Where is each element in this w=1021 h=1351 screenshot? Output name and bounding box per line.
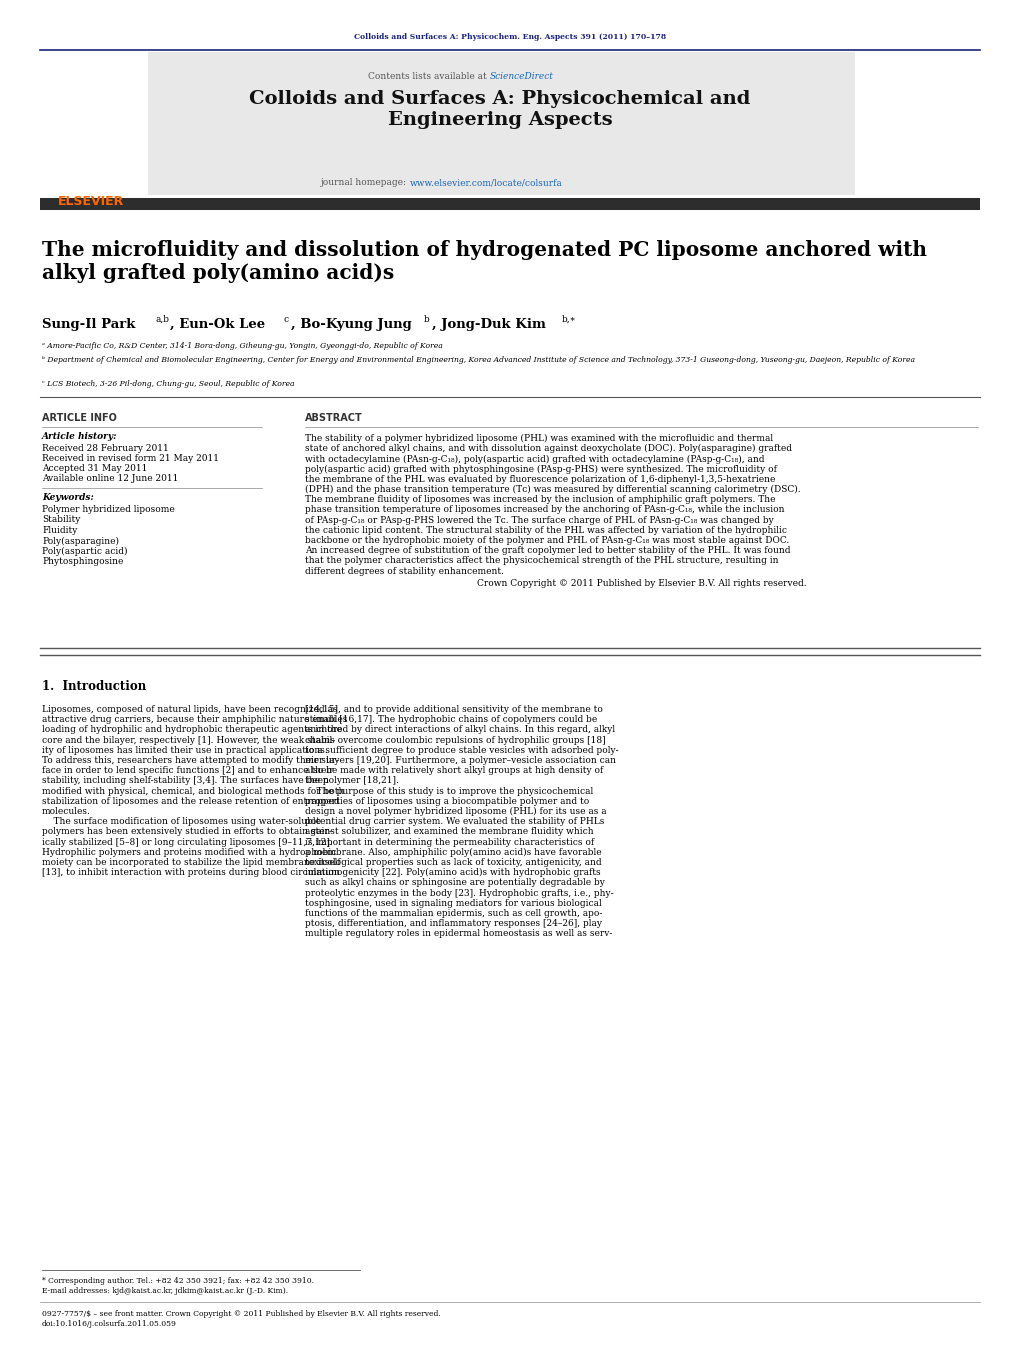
Text: journal homepage:: journal homepage: — [322, 178, 410, 186]
Text: , Jong-Duk Kim: , Jong-Duk Kim — [432, 317, 546, 331]
Text: An increased degree of substitution of the graft copolymer led to better stabili: An increased degree of substitution of t… — [305, 546, 790, 555]
Text: attractive drug carriers, because their amphiphilic nature enables: attractive drug carriers, because their … — [42, 715, 347, 724]
Text: loading of hydrophilic and hydrophobic therapeutic agents in the: loading of hydrophilic and hydrophobic t… — [42, 725, 342, 735]
Text: , Eun-Ok Lee: , Eun-Ok Lee — [171, 317, 265, 331]
Text: potential drug carrier system. We evaluated the stability of PHLs: potential drug carrier system. We evalua… — [305, 817, 604, 827]
Text: a membrane. Also, amphiphilic poly(amino acid)s have favorable: a membrane. Also, amphiphilic poly(amino… — [305, 848, 601, 857]
Text: ptosis, differentiation, and inflammatory responses [24–26], play: ptosis, differentiation, and inflammator… — [305, 919, 602, 928]
Text: ARTICLE INFO: ARTICLE INFO — [42, 413, 116, 423]
Text: design a novel polymer hybridized liposome (PHL) for its use as a: design a novel polymer hybridized liposo… — [305, 807, 606, 816]
Text: such as alkyl chains or sphingosine are potentially degradable by: such as alkyl chains or sphingosine are … — [305, 878, 604, 888]
Text: Colloids and Surfaces A: Physicochemical and
Engineering Aspects: Colloids and Surfaces A: Physicochemical… — [249, 91, 750, 128]
Text: proteolytic enzymes in the body [23]. Hydrophobic grafts, i.e., phy-: proteolytic enzymes in the body [23]. Hy… — [305, 889, 614, 897]
Text: chains overcome coulombic repulsions of hydrophilic groups [18]: chains overcome coulombic repulsions of … — [305, 735, 605, 744]
Text: that the polymer characteristics affect the physicochemical strength of the PHL : that the polymer characteristics affect … — [305, 557, 778, 566]
Text: phase transition temperature of liposomes increased by the anchoring of PAsn-g-C: phase transition temperature of liposome… — [305, 505, 784, 515]
Text: a,b: a,b — [155, 315, 169, 324]
Text: Article history:: Article history: — [42, 432, 117, 440]
Text: is important in determining the permeability characteristics of: is important in determining the permeabi… — [305, 838, 594, 847]
Text: 0927-7757/$ – see front matter. Crown Copyright © 2011 Published by Elsevier B.V: 0927-7757/$ – see front matter. Crown Co… — [42, 1310, 441, 1319]
Text: ᶜ LCS Biotech, 3-26 Pil-dong, Chung-gu, Seoul, Republic of Korea: ᶜ LCS Biotech, 3-26 Pil-dong, Chung-gu, … — [42, 380, 294, 388]
Text: modified with physical, chemical, and biological methods for both: modified with physical, chemical, and bi… — [42, 786, 344, 796]
Text: ᵇ Department of Chemical and Biomolecular Engineering, Center for Energy and Env: ᵇ Department of Chemical and Biomolecula… — [42, 357, 915, 363]
Text: Colloids and Surfaces A: Physicochem. Eng. Aspects 391 (2011) 170–178: Colloids and Surfaces A: Physicochem. En… — [354, 32, 667, 41]
Text: of PAsp-g-C₁₈ or PAsp-g-PHS lowered the Tᴄ. The surface charge of PHL of PAsn-g-: of PAsp-g-C₁₈ or PAsp-g-PHS lowered the … — [305, 516, 774, 524]
Text: The purpose of this study is to improve the physicochemical: The purpose of this study is to improve … — [305, 786, 593, 796]
Text: face in order to lend specific functions [2] and to enhance their: face in order to lend specific functions… — [42, 766, 334, 775]
Text: multiple regulatory roles in epidermal homeostasis as well as serv-: multiple regulatory roles in epidermal h… — [305, 929, 613, 939]
Text: Received in revised form 21 May 2011: Received in revised form 21 May 2011 — [42, 454, 218, 463]
Text: stability, including shelf-stability [3,4]. The surfaces have been: stability, including shelf-stability [3,… — [42, 777, 329, 785]
Text: Poly(aspartic acid): Poly(aspartic acid) — [42, 547, 128, 557]
Text: against solubilizer, and examined the membrane fluidity which: against solubilizer, and examined the me… — [305, 827, 593, 836]
Text: Sung-Il Park: Sung-Il Park — [42, 317, 136, 331]
Text: The surface modification of liposomes using water-soluble: The surface modification of liposomes us… — [42, 817, 321, 827]
Text: Keywords:: Keywords: — [42, 493, 94, 503]
Text: Crown Copyright © 2011 Published by Elsevier B.V. All rights reserved.: Crown Copyright © 2011 Published by Else… — [477, 578, 807, 588]
Text: polymers has been extensively studied in efforts to obtain ster-: polymers has been extensively studied in… — [42, 827, 332, 836]
Text: mer layers [19,20]. Furthermore, a polymer–vesicle association can: mer layers [19,20]. Furthermore, a polym… — [305, 757, 616, 765]
Text: tosphingosine, used in signaling mediators for various biological: tosphingosine, used in signaling mediato… — [305, 898, 601, 908]
Text: Accepted 31 May 2011: Accepted 31 May 2011 — [42, 463, 147, 473]
Text: ically stabilized [5–8] or long circulating liposomes [9–11,7,12].: ically stabilized [5–8] or long circulat… — [42, 838, 333, 847]
Text: poly(aspartic acid) grafted with phytosphingosine (PAsp-g-PHS) were synthesized.: poly(aspartic acid) grafted with phytosp… — [305, 465, 777, 474]
Text: Liposomes, composed of natural lipids, have been recognized as: Liposomes, composed of natural lipids, h… — [42, 705, 338, 713]
Text: backbone or the hydrophobic moiety of the polymer and PHL of PAsn-g-C₁₈ was most: backbone or the hydrophobic moiety of th… — [305, 536, 789, 544]
Text: (DPH) and the phase transition temperature (Tᴄ) was measured by differential sca: (DPH) and the phase transition temperatu… — [305, 485, 800, 494]
Text: Received 28 February 2011: Received 28 February 2011 — [42, 444, 168, 453]
Text: , Bo-Kyung Jung: , Bo-Kyung Jung — [291, 317, 411, 331]
Text: b: b — [424, 315, 430, 324]
Text: toxicological properties such as lack of toxicity, antigenicity, and: toxicological properties such as lack of… — [305, 858, 601, 867]
Text: Phytosphingosine: Phytosphingosine — [42, 558, 124, 566]
Text: The stability of a polymer hybridized liposome (PHL) was examined with the micro: The stability of a polymer hybridized li… — [305, 434, 773, 443]
Text: also be made with relatively short alkyl groups at high density of: also be made with relatively short alkyl… — [305, 766, 603, 775]
Text: [13], to inhibit interaction with proteins during blood circulation: [13], to inhibit interaction with protei… — [42, 869, 340, 877]
Text: the polymer [18,21].: the polymer [18,21]. — [305, 777, 399, 785]
Text: b,∗: b,∗ — [562, 315, 577, 324]
Text: The microfluidity and dissolution of hydrogenated PC liposome anchored with
alky: The microfluidity and dissolution of hyd… — [42, 240, 927, 284]
Text: different degrees of stability enhancement.: different degrees of stability enhanceme… — [305, 566, 504, 576]
Text: immunogenicity [22]. Poly(amino acid)s with hydrophobic grafts: immunogenicity [22]. Poly(amino acid)s w… — [305, 869, 600, 877]
Text: c: c — [283, 315, 288, 324]
Text: functions of the mammalian epidermis, such as cell growth, apo-: functions of the mammalian epidermis, su… — [305, 909, 602, 917]
Text: * Corresponding author. Tel.: +82 42 350 3921; fax: +82 42 350 3910.: * Corresponding author. Tel.: +82 42 350… — [42, 1277, 314, 1285]
Text: anchored by direct interactions of alkyl chains. In this regard, alkyl: anchored by direct interactions of alkyl… — [305, 725, 615, 735]
Text: molecules.: molecules. — [42, 807, 91, 816]
Text: The membrane fluidity of liposomes was increased by the inclusion of amphiphilic: The membrane fluidity of liposomes was i… — [305, 496, 776, 504]
Text: Stability: Stability — [42, 516, 81, 524]
Text: E-mail addresses: kjd@kaist.ac.kr, jdkim@kaist.ac.kr (J.-D. Kim).: E-mail addresses: kjd@kaist.ac.kr, jdkim… — [42, 1288, 288, 1296]
Text: core and the bilayer, respectively [1]. However, the weak stabil-: core and the bilayer, respectively [1]. … — [42, 735, 335, 744]
Text: www.elsevier.com/locate/colsurfa: www.elsevier.com/locate/colsurfa — [410, 178, 563, 186]
Text: state of anchored alkyl chains, and with dissolution against deoxycholate (DOC).: state of anchored alkyl chains, and with… — [305, 444, 792, 454]
Text: the membrane of the PHL was evaluated by fluorescence polarization of 1,6-diphen: the membrane of the PHL was evaluated by… — [305, 474, 775, 484]
Bar — [148, 51, 855, 195]
Text: 1.  Introduction: 1. Introduction — [42, 680, 146, 693]
Text: ity of liposomes has limited their use in practical applications.: ity of liposomes has limited their use i… — [42, 746, 328, 755]
Text: with octadecylamine (PAsn-g-C₁₈), poly(aspartic acid) grafted with octadecylamin: with octadecylamine (PAsn-g-C₁₈), poly(a… — [305, 454, 765, 463]
Bar — [40, 199, 980, 209]
Text: ᵃ Amore-Pacific Co, R&D Center, 314-1 Bora-dong, Giheung-gu, Yongin, Gyeonggi-do: ᵃ Amore-Pacific Co, R&D Center, 314-1 Bo… — [42, 342, 443, 350]
Text: ELSEVIER: ELSEVIER — [58, 195, 125, 208]
Text: stimuli [16,17]. The hydrophobic chains of copolymers could be: stimuli [16,17]. The hydrophobic chains … — [305, 715, 597, 724]
Text: Contents lists available at: Contents lists available at — [369, 72, 490, 81]
Text: [14,15], and to provide additional sensitivity of the membrane to: [14,15], and to provide additional sensi… — [305, 705, 602, 713]
Text: ABSTRACT: ABSTRACT — [305, 413, 362, 423]
Text: Fluidity: Fluidity — [42, 526, 78, 535]
Text: to a sufficient degree to produce stable vesicles with adsorbed poly-: to a sufficient degree to produce stable… — [305, 746, 619, 755]
Text: Hydrophilic polymers and proteins modified with a hydrophobic: Hydrophilic polymers and proteins modifi… — [42, 848, 336, 857]
Text: To address this, researchers have attempted to modify their sur-: To address this, researchers have attemp… — [42, 757, 339, 765]
Text: properties of liposomes using a biocompatible polymer and to: properties of liposomes using a biocompa… — [305, 797, 589, 805]
Text: Poly(asparagine): Poly(asparagine) — [42, 536, 119, 546]
Text: doi:10.1016/j.colsurfa.2011.05.059: doi:10.1016/j.colsurfa.2011.05.059 — [42, 1320, 177, 1328]
Text: stabilization of liposomes and the release retention of entrapped: stabilization of liposomes and the relea… — [42, 797, 340, 805]
Text: Polymer hybridized liposome: Polymer hybridized liposome — [42, 505, 175, 513]
Text: moiety can be incorporated to stabilize the lipid membrane itself: moiety can be incorporated to stabilize … — [42, 858, 341, 867]
Text: ScienceDirect: ScienceDirect — [490, 72, 553, 81]
Text: Available online 12 June 2011: Available online 12 June 2011 — [42, 474, 179, 484]
Text: the cationic lipid content. The structural stability of the PHL was affected by : the cationic lipid content. The structur… — [305, 526, 787, 535]
